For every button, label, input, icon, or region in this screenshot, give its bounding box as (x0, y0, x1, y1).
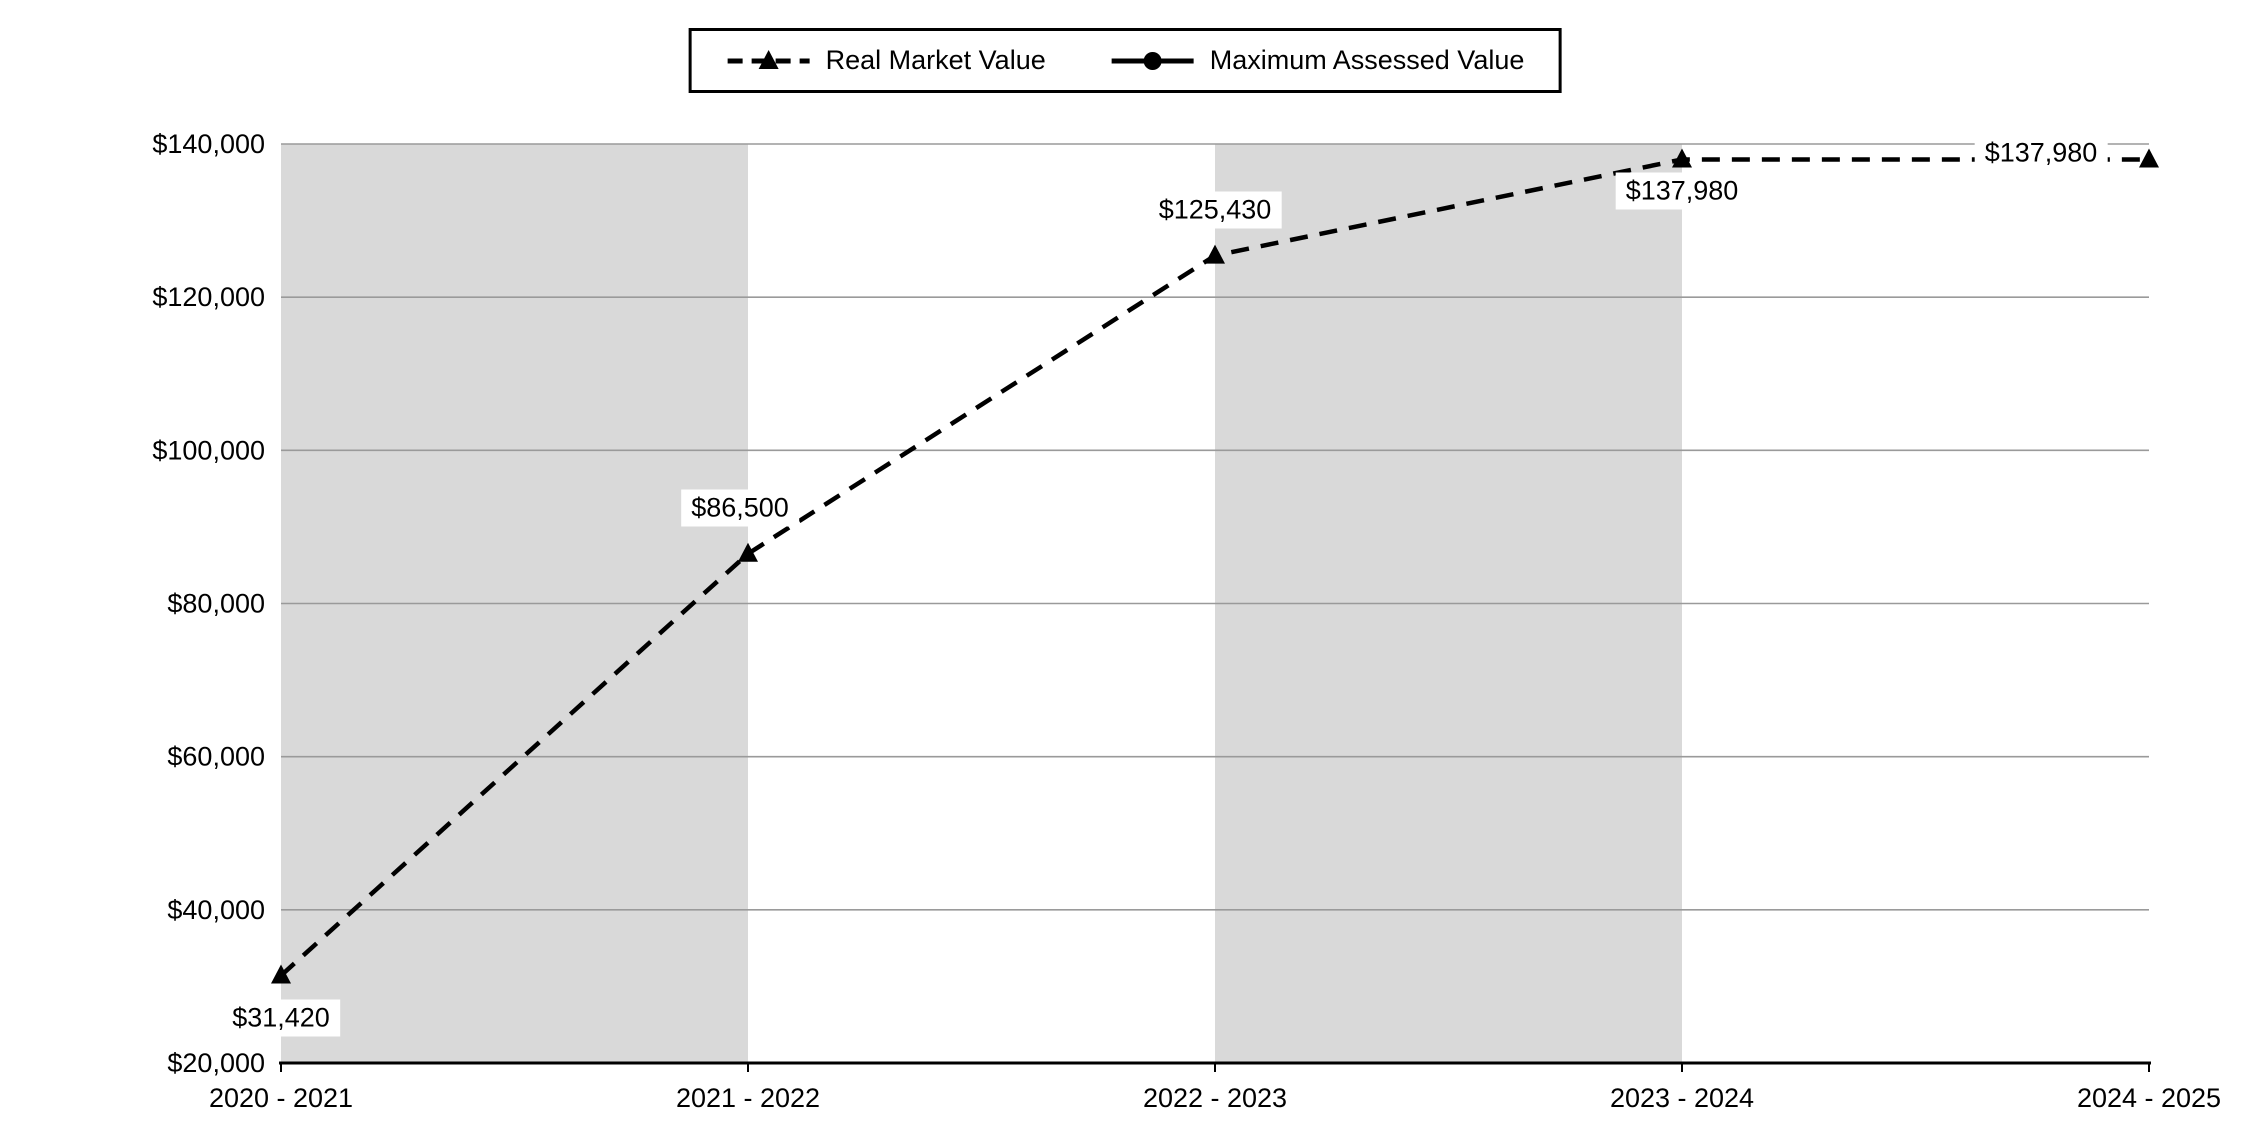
data-point-marker (2139, 148, 2159, 168)
y-axis-tick-label: $140,000 (152, 129, 265, 159)
y-axis-tick-label: $80,000 (167, 589, 265, 619)
chart-legend: Real Market Value Maximum Assessed Value (688, 28, 1562, 93)
y-axis-tick-label: $40,000 (167, 895, 265, 925)
y-axis-tick-label: $120,000 (152, 282, 265, 312)
data-point-marker (738, 542, 758, 562)
x-axis-tick-label: 2022 - 2023 (1143, 1083, 1287, 1113)
data-point-marker (1205, 244, 1225, 264)
x-axis-tick-label: 2021 - 2022 (676, 1083, 820, 1113)
data-point-marker (271, 964, 291, 984)
legend-label-maximum-assessed-value: Maximum Assessed Value (1209, 45, 1525, 75)
x-axis-tick-label: 2023 - 2024 (1610, 1083, 1754, 1113)
legend-entry-maximum-assessed-value: Maximum Assessed Value (1110, 45, 1525, 76)
legend-label-real-market-value: Real Market Value (825, 45, 1046, 75)
y-axis-tick-label: $60,000 (167, 742, 265, 772)
x-axis-tick-label: 2024 - 2025 (2077, 1083, 2221, 1113)
x-axis-tick-label: 2020 - 2021 (209, 1083, 353, 1113)
y-axis-tick-label: $100,000 (152, 435, 265, 465)
solid-line-circle-marker-icon (1111, 51, 1194, 70)
dashed-line-triangle-marker-icon (727, 49, 810, 69)
legend-entry-real-market-value: Real Market Value (726, 45, 1046, 76)
y-axis-tick-label: $20,000 (167, 1048, 265, 1078)
data-point-marker (1672, 148, 1692, 168)
